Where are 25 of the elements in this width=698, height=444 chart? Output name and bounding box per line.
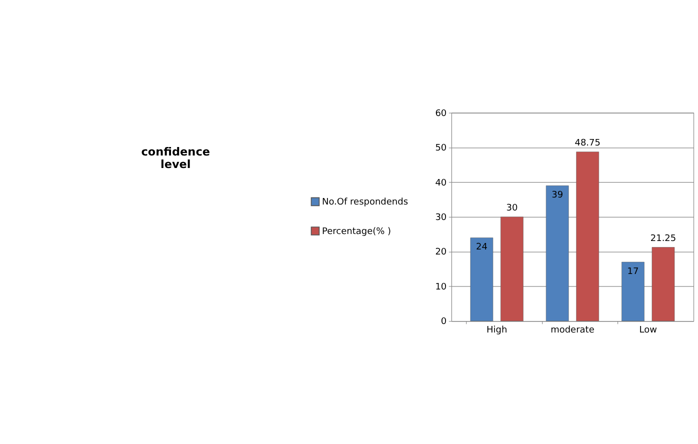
- bar: [546, 186, 569, 322]
- y-tick-label: 50: [435, 144, 447, 154]
- y-tick-label: 60: [435, 108, 447, 119]
- y-tick-label: 0: [440, 317, 447, 328]
- bar: [500, 216, 524, 322]
- data-label: 39: [552, 190, 564, 200]
- text: confidence level: [141, 146, 210, 171]
- data-label: 30: [506, 204, 518, 214]
- y-tick-label: 20: [435, 248, 447, 258]
- data-label: 48.75: [574, 138, 600, 149]
- bar: [470, 238, 494, 322]
- legend-label: No.Of respondends: [322, 198, 408, 208]
- x-tick-label: Low: [639, 326, 657, 336]
- legend-label: Percentage(% ): [322, 226, 392, 237]
- x-tick-label: moderate: [550, 326, 595, 336]
- y-tick-label: 40: [435, 178, 447, 188]
- data-label: 24: [476, 242, 488, 253]
- y-tick-label: 30: [435, 213, 447, 224]
- bar: [576, 152, 599, 322]
- data-label: 17: [627, 266, 639, 277]
- bar: [652, 247, 675, 322]
- y-tick-label: 10: [435, 282, 447, 292]
- bar: [622, 262, 644, 322]
- x-tick-label: High: [486, 326, 508, 336]
- data-label: 21.25: [650, 234, 676, 244]
